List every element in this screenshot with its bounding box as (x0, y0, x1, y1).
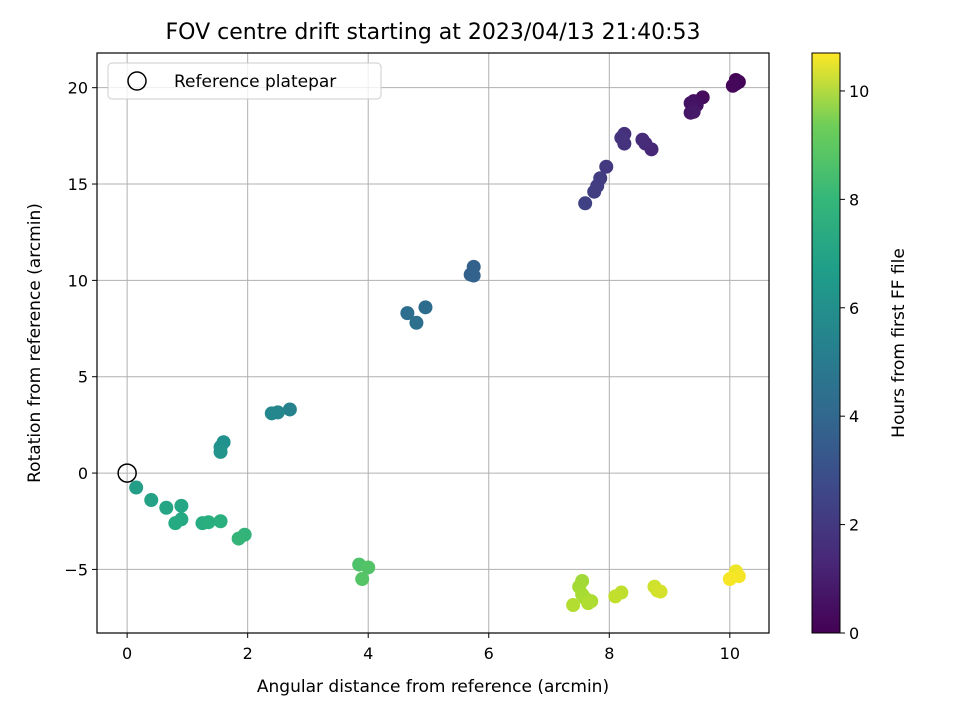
x-tick-label: 10 (720, 644, 740, 663)
x-axis-label: Angular distance from reference (arcmin) (257, 677, 609, 697)
colorbar-tick-label: 0 (849, 624, 859, 643)
legend: Reference platepar (107, 62, 382, 100)
data-point (581, 596, 596, 611)
y-tick-label: 15 (68, 175, 88, 194)
data-point (264, 406, 279, 421)
data-point (168, 516, 183, 531)
data-point (355, 572, 370, 587)
data-point (599, 159, 614, 174)
data-point (566, 598, 581, 613)
plot-frame (96, 52, 770, 634)
y-tick-label: 20 (68, 79, 88, 98)
data-point (418, 300, 433, 315)
data-point (129, 480, 144, 495)
reference-platepar-marker (117, 463, 137, 483)
y-axis-label: Rotation from reference (arcmin) (25, 203, 45, 483)
colorbar-ticks: 0 2 4 6 8 10 (840, 82, 869, 643)
data-point (174, 498, 189, 513)
x-tick-label: 4 (363, 644, 373, 663)
x-tick-label: 6 (484, 644, 494, 663)
data-point (213, 514, 228, 529)
colorbar-label: Hours from first FF file (889, 248, 909, 438)
data-point (144, 493, 159, 508)
data-point (409, 315, 424, 330)
data-point (159, 500, 174, 515)
data-point (578, 196, 593, 211)
data-point (361, 560, 376, 575)
y-tick-label: −5 (64, 560, 88, 579)
colorbar-gradient (811, 52, 841, 634)
legend-marker-reference (127, 71, 147, 91)
y-tick-label: 10 (68, 271, 88, 290)
colorbar-tick-label: 6 (849, 299, 859, 318)
colorbar-tick-label: 4 (849, 407, 859, 426)
data-point (722, 572, 737, 587)
data-point (614, 130, 629, 145)
colorbar-tick-label: 2 (849, 516, 859, 535)
legend-box (107, 62, 382, 100)
colorbar-tick-label: 8 (849, 190, 859, 209)
data-point (725, 78, 740, 93)
data-point (400, 306, 415, 321)
y-tick-label: 0 (78, 464, 88, 483)
y-tick-label: 5 (78, 368, 88, 387)
legend-label-reference: Reference platepar (174, 72, 336, 92)
data-point (231, 531, 246, 546)
data-point (201, 515, 216, 530)
x-axis-ticks: 0 2 4 6 8 10 (122, 633, 740, 663)
chart-title: FOV centre drift starting at 2023/04/13 … (166, 20, 701, 45)
data-point (466, 268, 481, 283)
data-point (686, 104, 701, 119)
x-tick-label: 8 (604, 644, 614, 663)
data-point (587, 184, 602, 199)
data-point (608, 589, 623, 604)
y-axis-ticks: −5 0 5 10 15 20 (64, 79, 97, 579)
colorbar: 0 2 4 6 8 10 Hours from first FF file (811, 52, 909, 643)
data-points (117, 72, 746, 613)
data-point (213, 444, 228, 459)
x-tick-label: 2 (243, 644, 253, 663)
data-point (635, 132, 650, 147)
grid (97, 53, 769, 633)
data-point (282, 402, 297, 417)
x-tick-label: 0 (122, 644, 132, 663)
colorbar-tick-label: 10 (849, 82, 869, 101)
data-point (653, 584, 668, 599)
